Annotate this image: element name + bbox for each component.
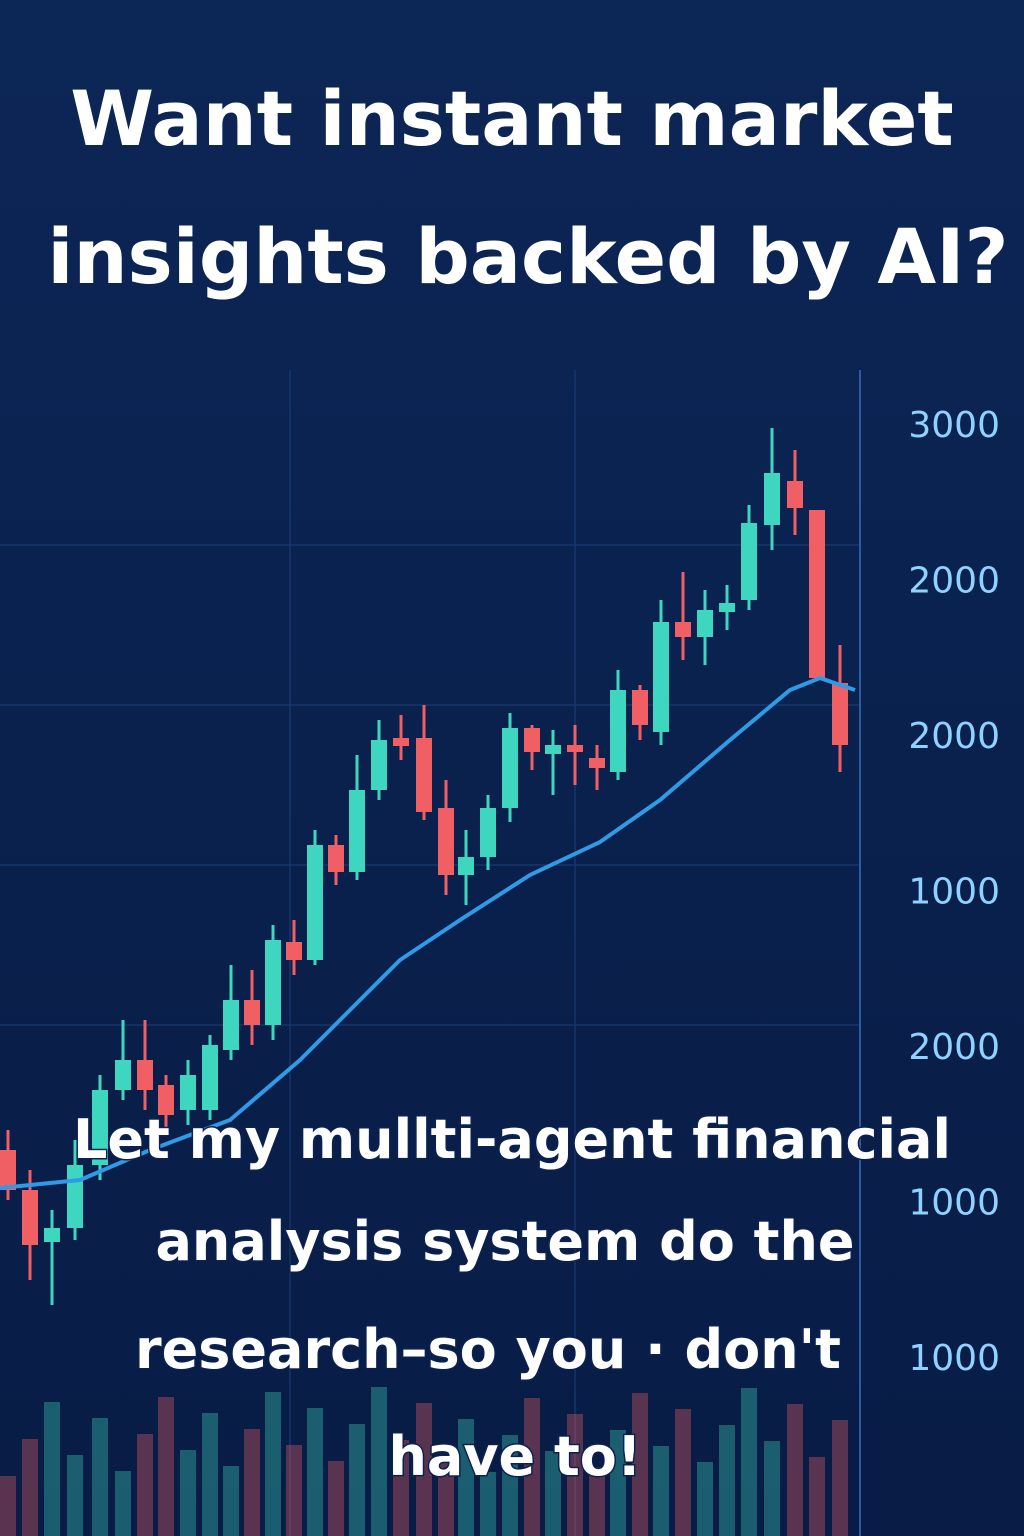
candle-body	[438, 808, 454, 875]
candlesticks	[0, 428, 848, 1305]
volume-bar	[416, 1403, 432, 1536]
axis-label: 1000	[908, 1183, 1000, 1224]
volume-bar	[809, 1457, 825, 1536]
candle-body	[349, 790, 365, 872]
volume-bar	[697, 1462, 713, 1536]
candle-body	[44, 1228, 60, 1242]
candle-body	[458, 857, 474, 875]
volume-bar	[328, 1461, 344, 1536]
volume-bar	[371, 1387, 387, 1536]
volume-bar	[764, 1441, 780, 1536]
axis-label: 2000	[908, 1027, 1000, 1068]
volume-bar	[458, 1419, 474, 1536]
candle-body	[741, 523, 757, 600]
volume-bar	[0, 1476, 16, 1536]
axis-label: 1000	[908, 1338, 1000, 1379]
candle-body	[589, 758, 605, 768]
candle-body	[22, 1190, 38, 1245]
headline-line: insights backed by AI?	[47, 212, 1008, 301]
body-line: have to!	[388, 1425, 641, 1488]
volume-bar	[675, 1409, 691, 1536]
volume-bar	[67, 1455, 83, 1536]
candle-body	[764, 473, 780, 525]
candle-body	[0, 1150, 16, 1190]
axis-label: 3000	[908, 405, 1000, 446]
candle-body	[328, 845, 344, 872]
body-line: analysis system do the	[155, 1210, 854, 1273]
volume-bar	[115, 1471, 131, 1536]
volume-bar	[719, 1425, 735, 1536]
candle-body	[697, 610, 713, 637]
volume-bar	[223, 1466, 239, 1536]
candle-body	[567, 745, 583, 752]
volume-bar	[589, 1467, 605, 1536]
volume-bar	[610, 1430, 626, 1536]
volume-bar	[393, 1440, 409, 1536]
grid	[0, 370, 860, 1536]
body-line: Let my mullti-agent financial	[73, 1108, 951, 1171]
moving-average	[0, 675, 856, 1190]
volume-bar	[632, 1393, 648, 1536]
volume-bar	[22, 1439, 38, 1536]
volume-bar	[438, 1456, 454, 1536]
candle-body	[675, 622, 691, 637]
candle-body	[653, 622, 669, 732]
volume-bar	[653, 1446, 669, 1536]
candle-body	[545, 745, 561, 754]
candle-body	[307, 845, 323, 960]
candle-body	[719, 603, 735, 612]
candle-body	[115, 1060, 131, 1090]
headline-line: Want instant market	[70, 74, 954, 163]
volume-bar	[180, 1450, 196, 1536]
volume-bar	[787, 1404, 803, 1536]
candle-body	[92, 1090, 108, 1165]
volume-bar	[202, 1413, 218, 1536]
candle-body	[416, 738, 432, 812]
volume-bar	[244, 1429, 260, 1536]
candle-body	[809, 510, 825, 678]
candle-body	[787, 481, 803, 508]
candle-body	[202, 1045, 218, 1110]
volume-bar	[480, 1472, 496, 1536]
candle-body	[137, 1060, 153, 1090]
volume-bar	[502, 1435, 518, 1536]
volume-bar	[265, 1392, 281, 1536]
volume-bar	[286, 1445, 302, 1536]
volume-bar	[545, 1451, 561, 1536]
volume-bar	[524, 1398, 540, 1536]
candle-body	[524, 728, 540, 752]
candle-body	[393, 738, 409, 746]
candle-body	[223, 1000, 239, 1050]
volume-bar	[307, 1408, 323, 1536]
axis-labels: 3000 2000 2000 1000 2000 1000 1000	[908, 405, 1000, 1379]
candle-body	[480, 808, 496, 857]
volume-bar	[832, 1420, 848, 1536]
axis-label: 2000	[908, 561, 1000, 602]
volume-bar	[349, 1424, 365, 1536]
candle-body	[610, 690, 626, 772]
candle-body	[180, 1075, 196, 1110]
candle-body	[158, 1085, 174, 1115]
candle-body	[832, 683, 848, 745]
axis-label: 1000	[908, 872, 1000, 913]
candle-body	[632, 690, 648, 725]
body-line: research–so you · don't	[135, 1318, 841, 1381]
candle-body	[244, 1000, 260, 1025]
candle-body	[502, 728, 518, 808]
candle-body	[265, 940, 281, 1025]
volume-bar	[44, 1402, 60, 1536]
candle-body	[286, 942, 302, 960]
volume-bar	[741, 1388, 757, 1536]
candle-body	[371, 740, 387, 790]
volume-bar	[567, 1414, 583, 1536]
volume-bar	[158, 1397, 174, 1536]
volume-bars	[0, 1387, 848, 1536]
volume-bar	[92, 1418, 108, 1536]
candle-body	[67, 1165, 83, 1228]
axis-label: 2000	[908, 716, 1000, 757]
volume-bar	[137, 1434, 153, 1536]
